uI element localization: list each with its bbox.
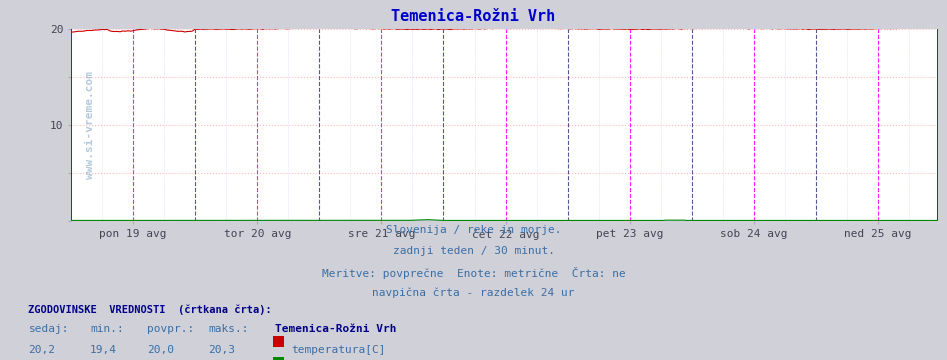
- Text: povpr.:: povpr.:: [147, 324, 194, 334]
- Text: Temenica-Rožni Vrh: Temenica-Rožni Vrh: [275, 324, 396, 334]
- Text: 20,2: 20,2: [28, 345, 56, 355]
- Text: 19,4: 19,4: [90, 345, 117, 355]
- Text: navpična črta - razdelek 24 ur: navpična črta - razdelek 24 ur: [372, 288, 575, 298]
- Text: 20,0: 20,0: [147, 345, 174, 355]
- Text: www.si-vreme.com: www.si-vreme.com: [85, 71, 95, 179]
- Text: ZGODOVINSKE  VREDNOSTI  (črtkana črta):: ZGODOVINSKE VREDNOSTI (črtkana črta):: [28, 304, 272, 315]
- Text: zadnji teden / 30 minut.: zadnji teden / 30 minut.: [392, 246, 555, 256]
- Text: Meritve: povprečne  Enote: metrične  Črta: ne: Meritve: povprečne Enote: metrične Črta:…: [322, 267, 625, 279]
- Text: 20,3: 20,3: [208, 345, 236, 355]
- Text: min.:: min.:: [90, 324, 124, 334]
- Text: maks.:: maks.:: [208, 324, 249, 334]
- Text: temperatura[C]: temperatura[C]: [292, 345, 386, 355]
- Text: Slovenija / reke in morje.: Slovenija / reke in morje.: [385, 225, 562, 235]
- Text: sedaj:: sedaj:: [28, 324, 69, 334]
- Text: Temenica-Rožni Vrh: Temenica-Rožni Vrh: [391, 9, 556, 24]
